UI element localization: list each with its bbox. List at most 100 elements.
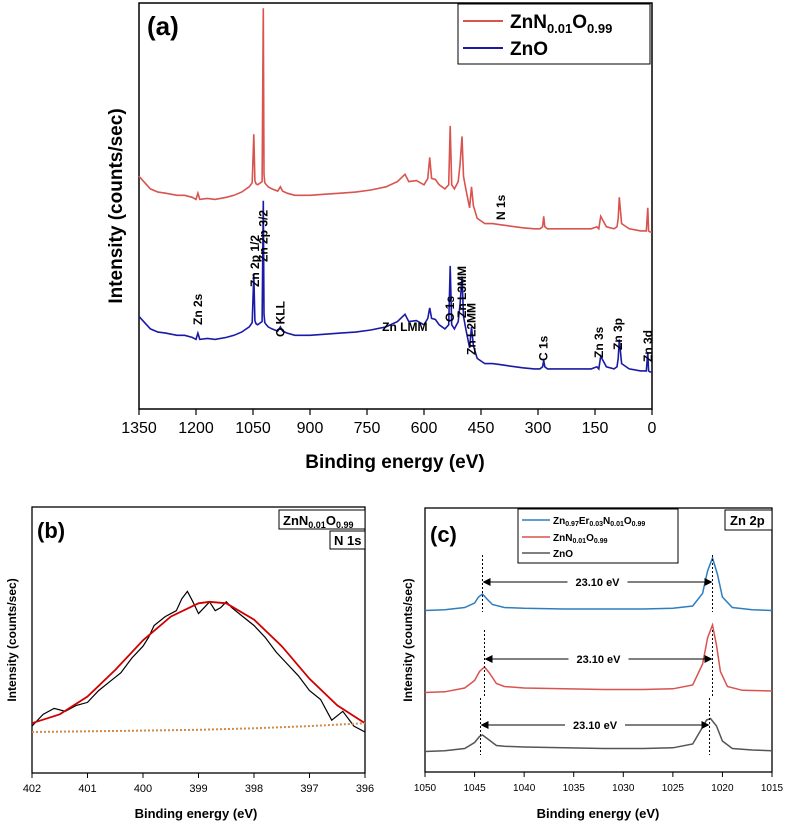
c-tick-label-1015: 1015 xyxy=(761,783,784,794)
b-tick-label-401: 401 xyxy=(78,783,96,795)
b-tick-label-400: 400 xyxy=(134,783,152,795)
peak-label-o-1s: O 1s xyxy=(443,296,457,322)
peak-label-zn-l3mm: Zn L3MM xyxy=(455,266,469,318)
b-series-fit-line xyxy=(31,600,366,725)
panel-b-series xyxy=(31,590,366,733)
c-annot-label-bg-0 xyxy=(567,574,628,589)
b-title-sub2: 0.99 xyxy=(336,520,354,530)
peak-label-zn-3p: Zn 3p xyxy=(611,318,625,350)
a-tick-label-0: 0 xyxy=(648,420,657,437)
series-znn0-01o0-99-line xyxy=(138,8,652,233)
panel-c-series xyxy=(424,555,773,753)
a-tick-label-450: 450 xyxy=(468,420,495,437)
panel-c-tag-box xyxy=(724,509,773,531)
panel-a-y-label: Intensity (counts/sec) xyxy=(106,108,127,303)
peak-label-n-1s: N 1s xyxy=(494,194,508,220)
c-legend-label-zno: ZnO xyxy=(553,549,573,560)
panel-b-x-label: Binding energy (eV) xyxy=(135,806,258,821)
panel-a-label: (a) xyxy=(147,11,179,41)
c-er-s4: 0.99 xyxy=(632,521,646,528)
panel-a-legend xyxy=(457,3,651,65)
c-er-p1: Zn xyxy=(553,516,565,527)
c-er-s3: 0.01 xyxy=(610,521,624,528)
panel-a-x-label: Binding energy (eV) xyxy=(305,452,484,473)
b-title-part1: ZnN xyxy=(283,513,308,528)
a-tick-label-600: 600 xyxy=(411,420,438,437)
legend-label-znno: ZnN0.01O0.99 xyxy=(510,12,612,36)
a-tick-label-1050: 1050 xyxy=(235,420,271,437)
b-title-part2: O xyxy=(326,513,336,528)
panel-a-series xyxy=(138,8,652,373)
panel-c-legend xyxy=(517,508,679,564)
c-tick-label-1040: 1040 xyxy=(513,783,536,794)
panel-c-y-label: Intensity (counts/sec) xyxy=(401,578,415,701)
c-tick-label-1020: 1020 xyxy=(711,783,734,794)
c-annot-label-2: 23.10 eV xyxy=(573,720,618,732)
b-tick-label-399: 399 xyxy=(189,783,207,795)
peak-label-zn-lmm: Zn LMM xyxy=(382,320,427,334)
b-series-background-line xyxy=(31,722,366,733)
c-znno-s1: 0.01 xyxy=(572,538,586,545)
b-title-sub1: 0.01 xyxy=(308,520,326,530)
c-er-p2: Er xyxy=(579,516,590,527)
panel-b-tag: N 1s xyxy=(334,533,361,548)
panel-b-title-box xyxy=(278,509,366,530)
c-annot-label-1: 23.10 eV xyxy=(576,654,621,666)
peak-label-zn-2s: Zn 2s xyxy=(191,293,205,325)
c-er-p3: N xyxy=(603,516,610,527)
b-tick-label-402: 402 xyxy=(23,783,41,795)
peak-label-zn-2p-3-2: Zn 2p 3/2 xyxy=(257,210,271,262)
peak-label-zn-3s: Zn 3s xyxy=(592,326,606,358)
c-er-s2: 0.03 xyxy=(589,521,603,528)
c-tick-label-1025: 1025 xyxy=(662,783,685,794)
legend-znno-sub2: 0.99 xyxy=(587,21,612,36)
c-legend-label-er: Zn0.97Er0.03N0.01O0.99 xyxy=(553,516,645,528)
peak-label-o-kll: O KLL xyxy=(273,301,287,337)
a-tick-label-150: 150 xyxy=(582,420,609,437)
c-series-znn0-01o0-99-line xyxy=(424,622,773,694)
peak-label-zn-l2mm: Zn L2MM xyxy=(465,303,479,355)
panel-c-label: (c) xyxy=(430,522,457,547)
b-tick-label-398: 398 xyxy=(245,783,263,795)
c-znno-p2: O xyxy=(586,533,594,544)
c-er-p4: O xyxy=(624,516,632,527)
c-annot-label-0: 23.10 eV xyxy=(575,577,620,589)
panel-b-label: (b) xyxy=(37,518,65,543)
legend-znno-part2: O xyxy=(572,12,587,33)
series-zno-line xyxy=(138,200,652,373)
b-series-raw-line xyxy=(31,590,366,733)
panel-a-x-ticks: 1350 1200 1050 900 750 600 450 300 150 0 xyxy=(121,409,657,437)
a-tick-label-1350: 1350 xyxy=(121,420,157,437)
b-tick-label-396: 396 xyxy=(356,783,374,795)
legend-znno-sub1: 0.01 xyxy=(547,21,572,36)
panel-b-y-label: Intensity (counts/sec) xyxy=(5,578,19,701)
c-annot-label-bg-2 xyxy=(565,717,626,732)
c-annot-label-bg-1 xyxy=(568,651,629,666)
panel-b-tag-box xyxy=(329,530,366,550)
peak-label-zn-2p-1-2: Zn 2p 1/2 xyxy=(248,235,262,287)
legend-label-zno: ZnO xyxy=(510,39,548,60)
a-tick-label-1200: 1200 xyxy=(178,420,214,437)
c-znno-s2: 0.99 xyxy=(594,538,608,545)
a-tick-label-300: 300 xyxy=(525,420,552,437)
panel-a-frame xyxy=(138,2,653,410)
a-tick-label-750: 750 xyxy=(354,420,381,437)
b-tick-label-397: 397 xyxy=(300,783,318,795)
panel-c-x-ticks: 1050 1045 1040 1035 1030 1025 1020 1015 xyxy=(414,772,784,794)
legend-znno-part1: ZnN xyxy=(510,12,547,33)
panel-b-title: ZnN0.01O0.99 xyxy=(283,513,353,530)
peak-label-c-1s: C 1s xyxy=(537,335,551,361)
c-tick-label-1050: 1050 xyxy=(414,783,437,794)
panel-b-frame xyxy=(31,506,366,774)
panel-c-tag: Zn 2p xyxy=(730,513,765,528)
panel-c-annotations: 23.10 eV 23.10 eV 23.10 eV xyxy=(480,555,714,755)
a-tick-label-900: 900 xyxy=(297,420,324,437)
panel-c-frame xyxy=(424,507,773,773)
c-znno-p1: ZnN xyxy=(553,533,572,544)
c-er-s1: 0.97 xyxy=(565,521,579,528)
c-legend-label-znno: ZnN0.01O0.99 xyxy=(553,533,608,545)
peak-label-zn-3d: Zn 3d xyxy=(641,330,655,362)
panel-b-x-ticks: 402 401 400 399 398 397 396 xyxy=(23,773,374,795)
